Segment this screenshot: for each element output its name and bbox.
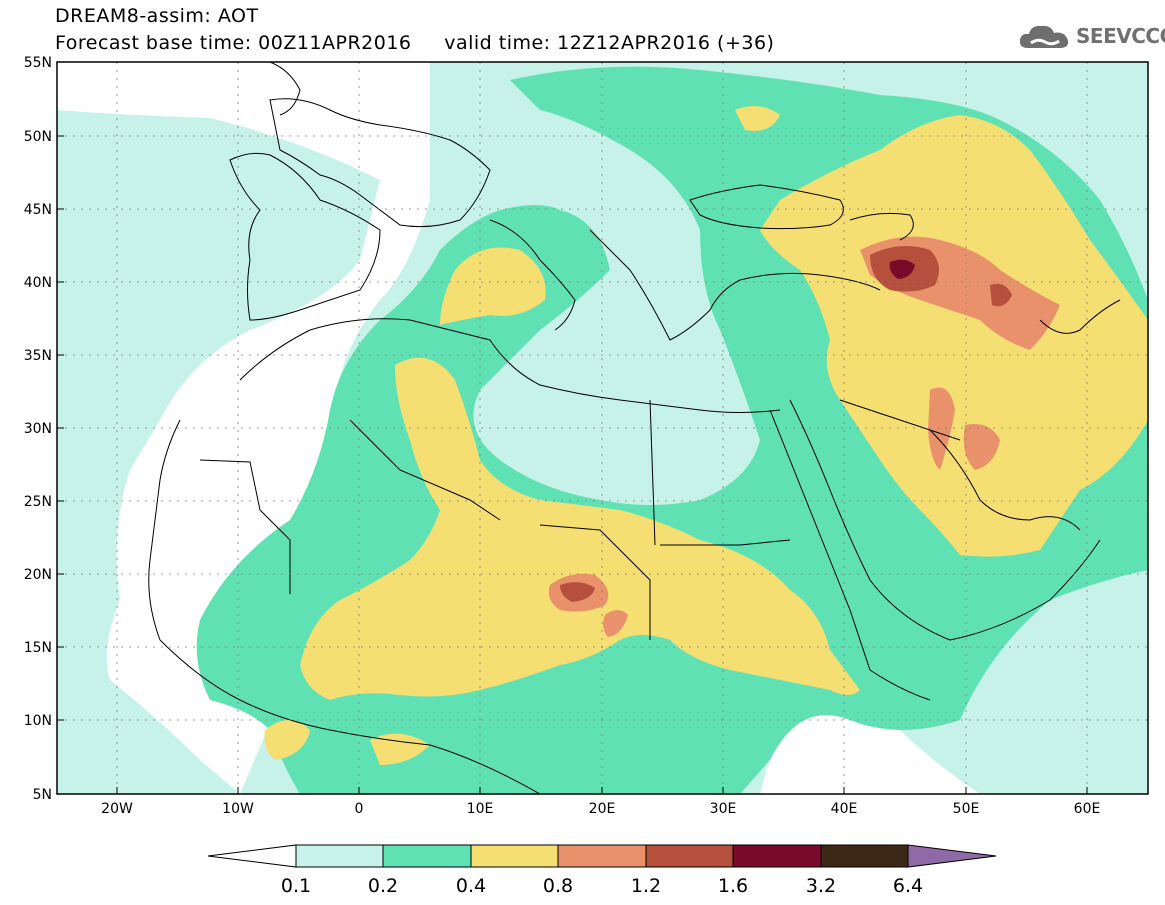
lat-label: 30N	[24, 421, 52, 437]
gulf-of-guinea-coast	[159, 639, 541, 794]
red-sea-west-coast	[769, 409, 931, 701]
colorbar-swatch-0.1	[295, 844, 384, 868]
britain-coast	[269, 62, 301, 116]
caspian-coast	[1039, 299, 1121, 334]
colorbar-swatch-0.2	[382, 844, 472, 868]
france-coast	[269, 98, 491, 228]
colorbar-tick-label: 0.8	[543, 875, 573, 897]
border-algeria-mali	[349, 419, 501, 521]
lon-label: 0	[355, 801, 364, 817]
lat-label: 45N	[24, 202, 52, 218]
colorbar-tick-label: 0.4	[456, 875, 486, 897]
arabia-coast	[789, 399, 1101, 641]
lon-label: 50E	[953, 801, 980, 817]
colorbar-swatch-1.2	[645, 844, 734, 868]
aot-band-0.4	[264, 106, 1148, 765]
colorbar-swatch-0.8	[557, 844, 647, 868]
italy-coast	[489, 219, 576, 331]
lon-label: 10E	[467, 801, 494, 817]
latitude-labels: 55N 50N 45N 40N 35N 30N 25N 20N 15N 10N …	[24, 55, 52, 803]
black-sea-east	[849, 212, 914, 241]
colorbar-swatch-3.2	[820, 844, 909, 868]
colorbar-swatch-0.4	[470, 844, 559, 868]
colorbar-tick-label: 1.2	[631, 875, 661, 897]
lon-label: 10W	[222, 801, 254, 817]
border-libya-egypt	[649, 399, 656, 546]
forecast-time-line: Forecast base time: 00Z11APR2016 valid t…	[55, 32, 775, 54]
colorbar-swatch-1.6	[732, 844, 822, 868]
seevccc-logo: SEEVCCC	[1018, 22, 1165, 50]
colorbar-tick-label: 0.2	[368, 875, 398, 897]
lat-label: 25N	[24, 494, 52, 510]
border-niger-chad	[539, 524, 651, 640]
lon-label: 20W	[101, 801, 133, 817]
lat-label: 20N	[24, 567, 52, 583]
lat-label: 55N	[24, 55, 52, 71]
logo-text: SEEVCCC	[1076, 24, 1165, 48]
colorbar-low-arrow	[207, 844, 297, 868]
balkans-turkey-coast	[589, 229, 881, 341]
border-iraq-saudi	[839, 399, 961, 441]
colorbar: 0.1 0.2 0.4 0.8 1.2 1.6 3.2 6.4	[207, 844, 997, 897]
persian-gulf-coast	[929, 429, 1081, 531]
iberia-coast	[229, 152, 381, 321]
map-title: DREAM8-assim: AOT	[55, 5, 259, 27]
cloud-icon	[1019, 25, 1069, 48]
colorbar-tick-label: 6.4	[893, 875, 923, 897]
west-africa-coast	[148, 419, 181, 641]
lat-label: 40N	[24, 275, 52, 291]
colorbar-tick-label: 1.6	[718, 875, 748, 897]
lon-label: 40E	[831, 801, 858, 817]
axis-ticks	[57, 61, 1088, 795]
lon-label: 60E	[1074, 801, 1101, 817]
lat-label: 10N	[24, 713, 52, 729]
border-egypt-sudan	[660, 539, 791, 546]
longitude-labels: 20W 10W 0 10E 20E 30E 40E 50E 60E	[101, 801, 1100, 817]
colorbar-tick-label: 0.1	[281, 875, 311, 897]
lon-label: 30E	[710, 801, 737, 817]
north-africa-coast	[239, 318, 781, 413]
lat-label: 15N	[24, 640, 52, 656]
coastlines-and-borders	[148, 62, 1121, 794]
aot-fields	[57, 62, 1148, 794]
lon-label: 20E	[589, 801, 616, 817]
graticule	[57, 62, 1148, 794]
border-mauritania	[199, 459, 291, 594]
colorbar-tick-label: 3.2	[806, 875, 836, 897]
lat-label: 35N	[24, 348, 52, 364]
black-sea-coast	[689, 184, 844, 230]
lat-label: 5N	[33, 787, 52, 803]
aot-band-1.6	[889, 259, 915, 279]
lat-label: 50N	[24, 129, 52, 145]
colorbar-high-arrow	[907, 844, 997, 868]
